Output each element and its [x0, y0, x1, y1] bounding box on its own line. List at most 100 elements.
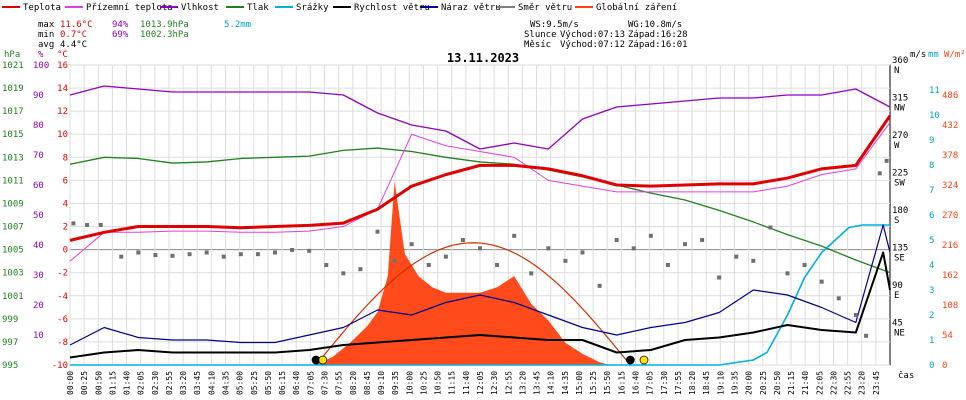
info-sunset: Západ:16:28 [628, 30, 688, 40]
series-n-raz-v-tru [69, 224, 891, 346]
x-tick-label: 15:50 [603, 371, 612, 395]
legend-label: Přízemní teplota [86, 3, 173, 13]
wind-direction-point [563, 258, 568, 263]
tick-ms: 4 [929, 261, 934, 271]
wind-direction-point [204, 250, 209, 255]
tick-hpa: 1019 [2, 84, 24, 94]
stats-max-rain: 5.2mm [224, 20, 251, 30]
x-tick-label: 03:45 [193, 371, 202, 395]
wind-direction-point [409, 242, 414, 247]
x-tick-label: 16:15 [617, 371, 626, 395]
legend-label: Směr větru [518, 3, 572, 13]
tick-hpa: 1001 [2, 292, 24, 302]
stats-max-hum: 94% [112, 20, 129, 30]
tick-celsius: 10 [57, 130, 68, 140]
tick-ms: 3 [929, 286, 934, 296]
wind-direction-point [255, 252, 260, 257]
x-tick-label: 15:25 [589, 371, 598, 395]
tick-ms: 1 [929, 336, 934, 346]
tick-celsius: 2 [63, 223, 68, 233]
tick-hpa: 995 [2, 361, 18, 371]
tick-wind-cardinal: W [894, 141, 900, 151]
wind-direction-point [460, 238, 465, 242]
tick-wm2: 108 [942, 301, 958, 311]
info-wg: WG:10.8m/s [628, 20, 682, 30]
x-tick-label: 02:30 [151, 371, 160, 395]
stats-min-label: min [38, 30, 54, 40]
tick-percent: 70 [33, 151, 44, 161]
wind-direction-point [529, 271, 534, 276]
wind-direction-point [768, 225, 773, 230]
x-tick-label: 03:20 [179, 371, 188, 395]
x-tick-label: 10:25 [419, 371, 428, 395]
info-moonset: Západ:16:01 [628, 40, 688, 50]
x-tick-label: 15:00 [575, 371, 584, 395]
wind-direction-point [443, 254, 448, 259]
x-tick-label: 16:40 [632, 371, 641, 395]
x-tick-label: 17:05 [646, 371, 655, 395]
x-tick-label: 21:40 [801, 371, 810, 395]
x-tick-label: 20:50 [773, 371, 782, 395]
axis-label-wm2: W/m² [944, 50, 966, 60]
wind-direction-point [785, 271, 790, 276]
x-tick-label: 04:35 [222, 371, 231, 395]
tick-hpa: 1015 [2, 130, 24, 140]
tick-wind-degree: 360 [892, 56, 908, 66]
legend-label: Vlhkost [181, 3, 219, 13]
tick-celsius: -8 [57, 338, 68, 348]
x-tick-label: 23:45 [872, 371, 881, 395]
tick-hpa: 1013 [2, 153, 24, 163]
tick-hpa: 1005 [2, 246, 24, 256]
wind-direction-point [495, 263, 500, 267]
wind-direction-point [71, 221, 76, 226]
tick-hpa: 1007 [2, 223, 24, 233]
wind-direction-point [819, 279, 824, 284]
wind-direction-point [273, 250, 277, 255]
tick-wm2: 270 [942, 211, 958, 221]
x-tick-label: 08:45 [363, 371, 372, 395]
x-tick-label: 17:30 [660, 371, 669, 395]
series-lines [69, 85, 892, 366]
wind-direction-point [580, 250, 585, 255]
tick-wind-cardinal: E [894, 291, 899, 301]
info-sun-label: Slunce [524, 30, 557, 40]
tick-celsius: 8 [63, 153, 68, 163]
tick-wind-degree: 180 [892, 206, 908, 216]
legend-label: Srážky [296, 3, 329, 13]
tick-ms: 7 [929, 186, 934, 196]
tick-percent: 10 [33, 331, 44, 341]
tick-hpa: 999 [2, 315, 18, 325]
legend-label: Náraz větru [441, 3, 501, 13]
wind-direction-point [478, 246, 482, 251]
tick-wind-cardinal: NE [894, 329, 905, 339]
tick-ms: 5 [929, 236, 934, 246]
wind-direction-point [324, 263, 329, 267]
wind-direction-point [853, 313, 858, 317]
x-tick-label: 05:25 [250, 371, 259, 395]
x-tick-label: 14:35 [561, 371, 570, 395]
tick-percent: 20 [33, 301, 44, 311]
tick-hpa: 1017 [2, 107, 24, 117]
x-tick-label: 14:10 [547, 371, 556, 395]
x-tick-label: 07:30 [320, 371, 329, 395]
x-tick-label: 11:40 [462, 371, 471, 395]
series-teplota [69, 114, 892, 242]
tick-celsius: 12 [57, 107, 68, 117]
tick-percent: 90 [33, 91, 44, 101]
x-tick-label: 07:55 [335, 371, 344, 395]
series-tlak [69, 147, 891, 274]
tick-celsius: -2 [57, 269, 68, 279]
wind-direction-point [751, 258, 756, 263]
x-tick-label: 05:00 [236, 371, 245, 395]
wind-direction-point [392, 258, 397, 263]
tick-celsius: -4 [57, 292, 68, 302]
stats-max-press: 1013.9hPa [140, 20, 189, 30]
wind-direction-point [700, 238, 705, 242]
axes: hPa% °C m/s mm W/m²9959979991001100310051007… [2, 50, 966, 395]
series-p-zemn-teplota [69, 122, 891, 262]
wind-direction-points [71, 158, 889, 365]
sun-moon-marker [625, 355, 635, 365]
tick-wind-degree: 135 [892, 244, 908, 254]
tick-percent: 50 [33, 211, 44, 221]
